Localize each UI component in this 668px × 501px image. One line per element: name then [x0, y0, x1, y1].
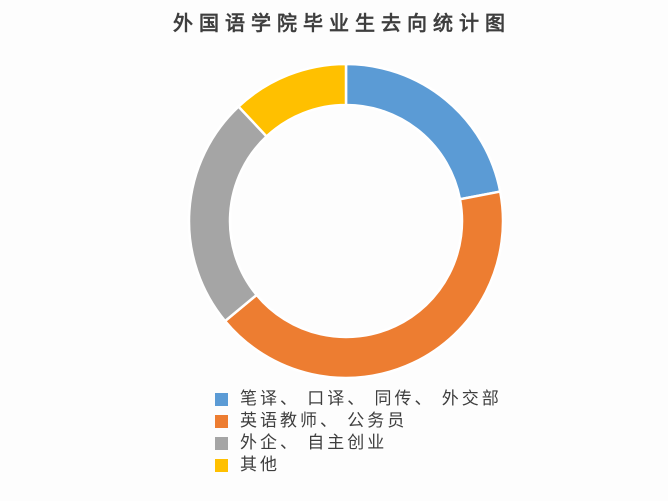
legend-swatch — [215, 458, 228, 472]
legend-label: 外企、 自主创业 — [240, 433, 388, 452]
donut-segment — [223, 190, 505, 380]
donut-chart — [187, 62, 505, 380]
legend-label: 其他 — [240, 455, 280, 474]
legend-item: 笔译、 口译、 同传、 外交部 — [215, 388, 502, 410]
legend-swatch — [215, 436, 228, 450]
legend-item: 英语教师、 公务员 — [215, 410, 502, 432]
legend-item: 外企、 自主创业 — [215, 432, 502, 454]
chart-title: 外国语学院毕业生去向统计图 — [173, 13, 511, 35]
legend-label: 英语教师、 公务员 — [240, 411, 408, 430]
donut-segment — [187, 104, 269, 323]
legend-label: 笔译、 口译、 同传、 外交部 — [240, 389, 502, 408]
legend-item: 其他 — [215, 454, 502, 476]
donut-segment — [344, 62, 502, 201]
legend-swatch — [215, 414, 228, 428]
donut-segment — [236, 62, 348, 139]
chart-legend: 笔译、 口译、 同传、 外交部 英语教师、 公务员 外企、 自主创业 其他 — [215, 388, 502, 476]
legend-swatch — [215, 392, 228, 406]
